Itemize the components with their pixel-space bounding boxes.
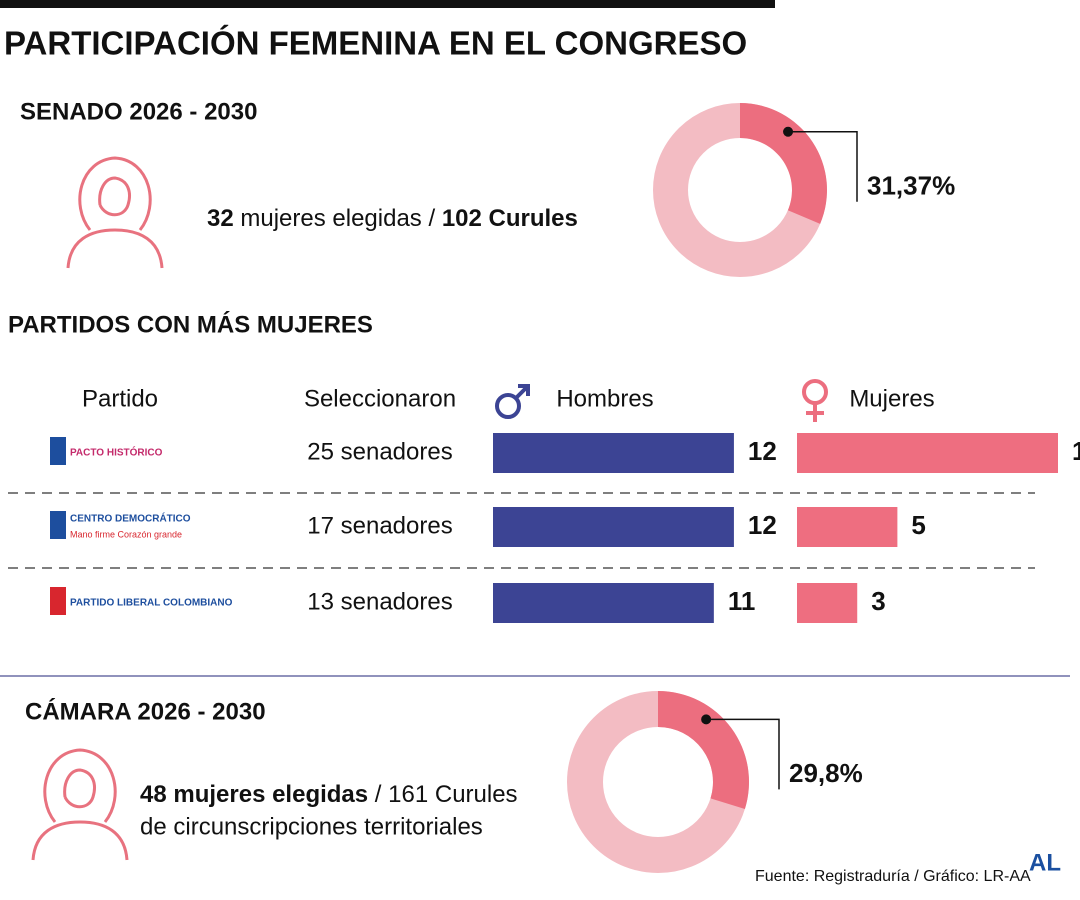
bar: [797, 507, 898, 547]
female-icon: [802, 379, 828, 422]
selected-count: 17 senadores: [307, 512, 452, 539]
count-text: mujeres elegidas /: [234, 205, 442, 232]
column-header: Seleccionaron: [304, 385, 456, 412]
section-heading: CÁMARA 2026 - 2030: [25, 697, 266, 725]
bar-value: 5: [911, 510, 925, 540]
logo-badge: [50, 511, 66, 539]
title: PARTICIPACIÓN FEMENINA EN EL CONGRESO: [4, 25, 747, 62]
bar: [493, 433, 734, 473]
party-name: PACTO HISTÓRICO: [70, 446, 163, 459]
logo-badge: [50, 437, 66, 465]
party-tagline: Mano firme Corazón grande: [70, 529, 182, 539]
bar: [797, 583, 858, 623]
bar-value: 12: [748, 436, 777, 466]
bar: [493, 507, 734, 547]
bar: [797, 433, 1058, 473]
leader-line: [706, 718, 780, 790]
count: 48 mujeres elegidas: [140, 781, 368, 808]
bar-value: 3: [871, 586, 885, 616]
top-bar: [0, 0, 775, 8]
bar-value: 12: [748, 510, 777, 540]
count-text: / 161 Curules: [368, 781, 517, 808]
party-name: PARTIDO LIBERAL COLOMBIANO: [70, 598, 233, 609]
seats: 102 Curules: [442, 205, 578, 232]
section-heading: PARTIDOS CON MÁS MUJERES: [8, 310, 373, 338]
section-heading: SENADO 2026 - 2030: [20, 98, 257, 125]
donut-segment: [658, 691, 749, 810]
party-logo: PACTO HISTÓRICO: [50, 437, 163, 465]
woman-icon: [31, 748, 129, 861]
selected-count: 25 senadores: [307, 438, 452, 465]
male-icon: [495, 384, 530, 419]
selected-count: 13 senadores: [307, 588, 452, 615]
source: Fuente: Registraduría / Gráfico: LR-AA: [755, 868, 1031, 885]
leader-line: [788, 131, 858, 202]
senado-summary: 32 mujeres elegidas / 102 Curules: [207, 205, 578, 232]
value-label: 29,8%: [789, 758, 863, 788]
camara-summary: 48 mujeres elegidas / 161 Curules: [140, 781, 518, 808]
bar: [493, 583, 714, 623]
logo-badge: [50, 587, 66, 615]
count: 32: [207, 205, 234, 232]
party-name: CENTRO DEMOCRÁTICO: [70, 512, 191, 525]
woman-icon: [66, 156, 164, 269]
donut-segment: [740, 103, 827, 224]
bar-value: 11: [728, 586, 756, 616]
bar-value: 13: [1072, 436, 1080, 466]
legend-label: Hombres: [556, 385, 653, 412]
column-header: Partido: [82, 385, 158, 412]
camara-summary-line2: de circunscripciones territoriales: [140, 813, 483, 840]
party-logo: PARTIDO LIBERAL COLOMBIANO: [50, 587, 233, 615]
legend-label: Mujeres: [849, 385, 934, 412]
party-logo: CENTRO DEMOCRÁTICO Mano firme Corazón gra…: [50, 511, 191, 539]
brand-logo: AL: [1029, 849, 1061, 876]
value-label: 31,37%: [867, 171, 955, 201]
